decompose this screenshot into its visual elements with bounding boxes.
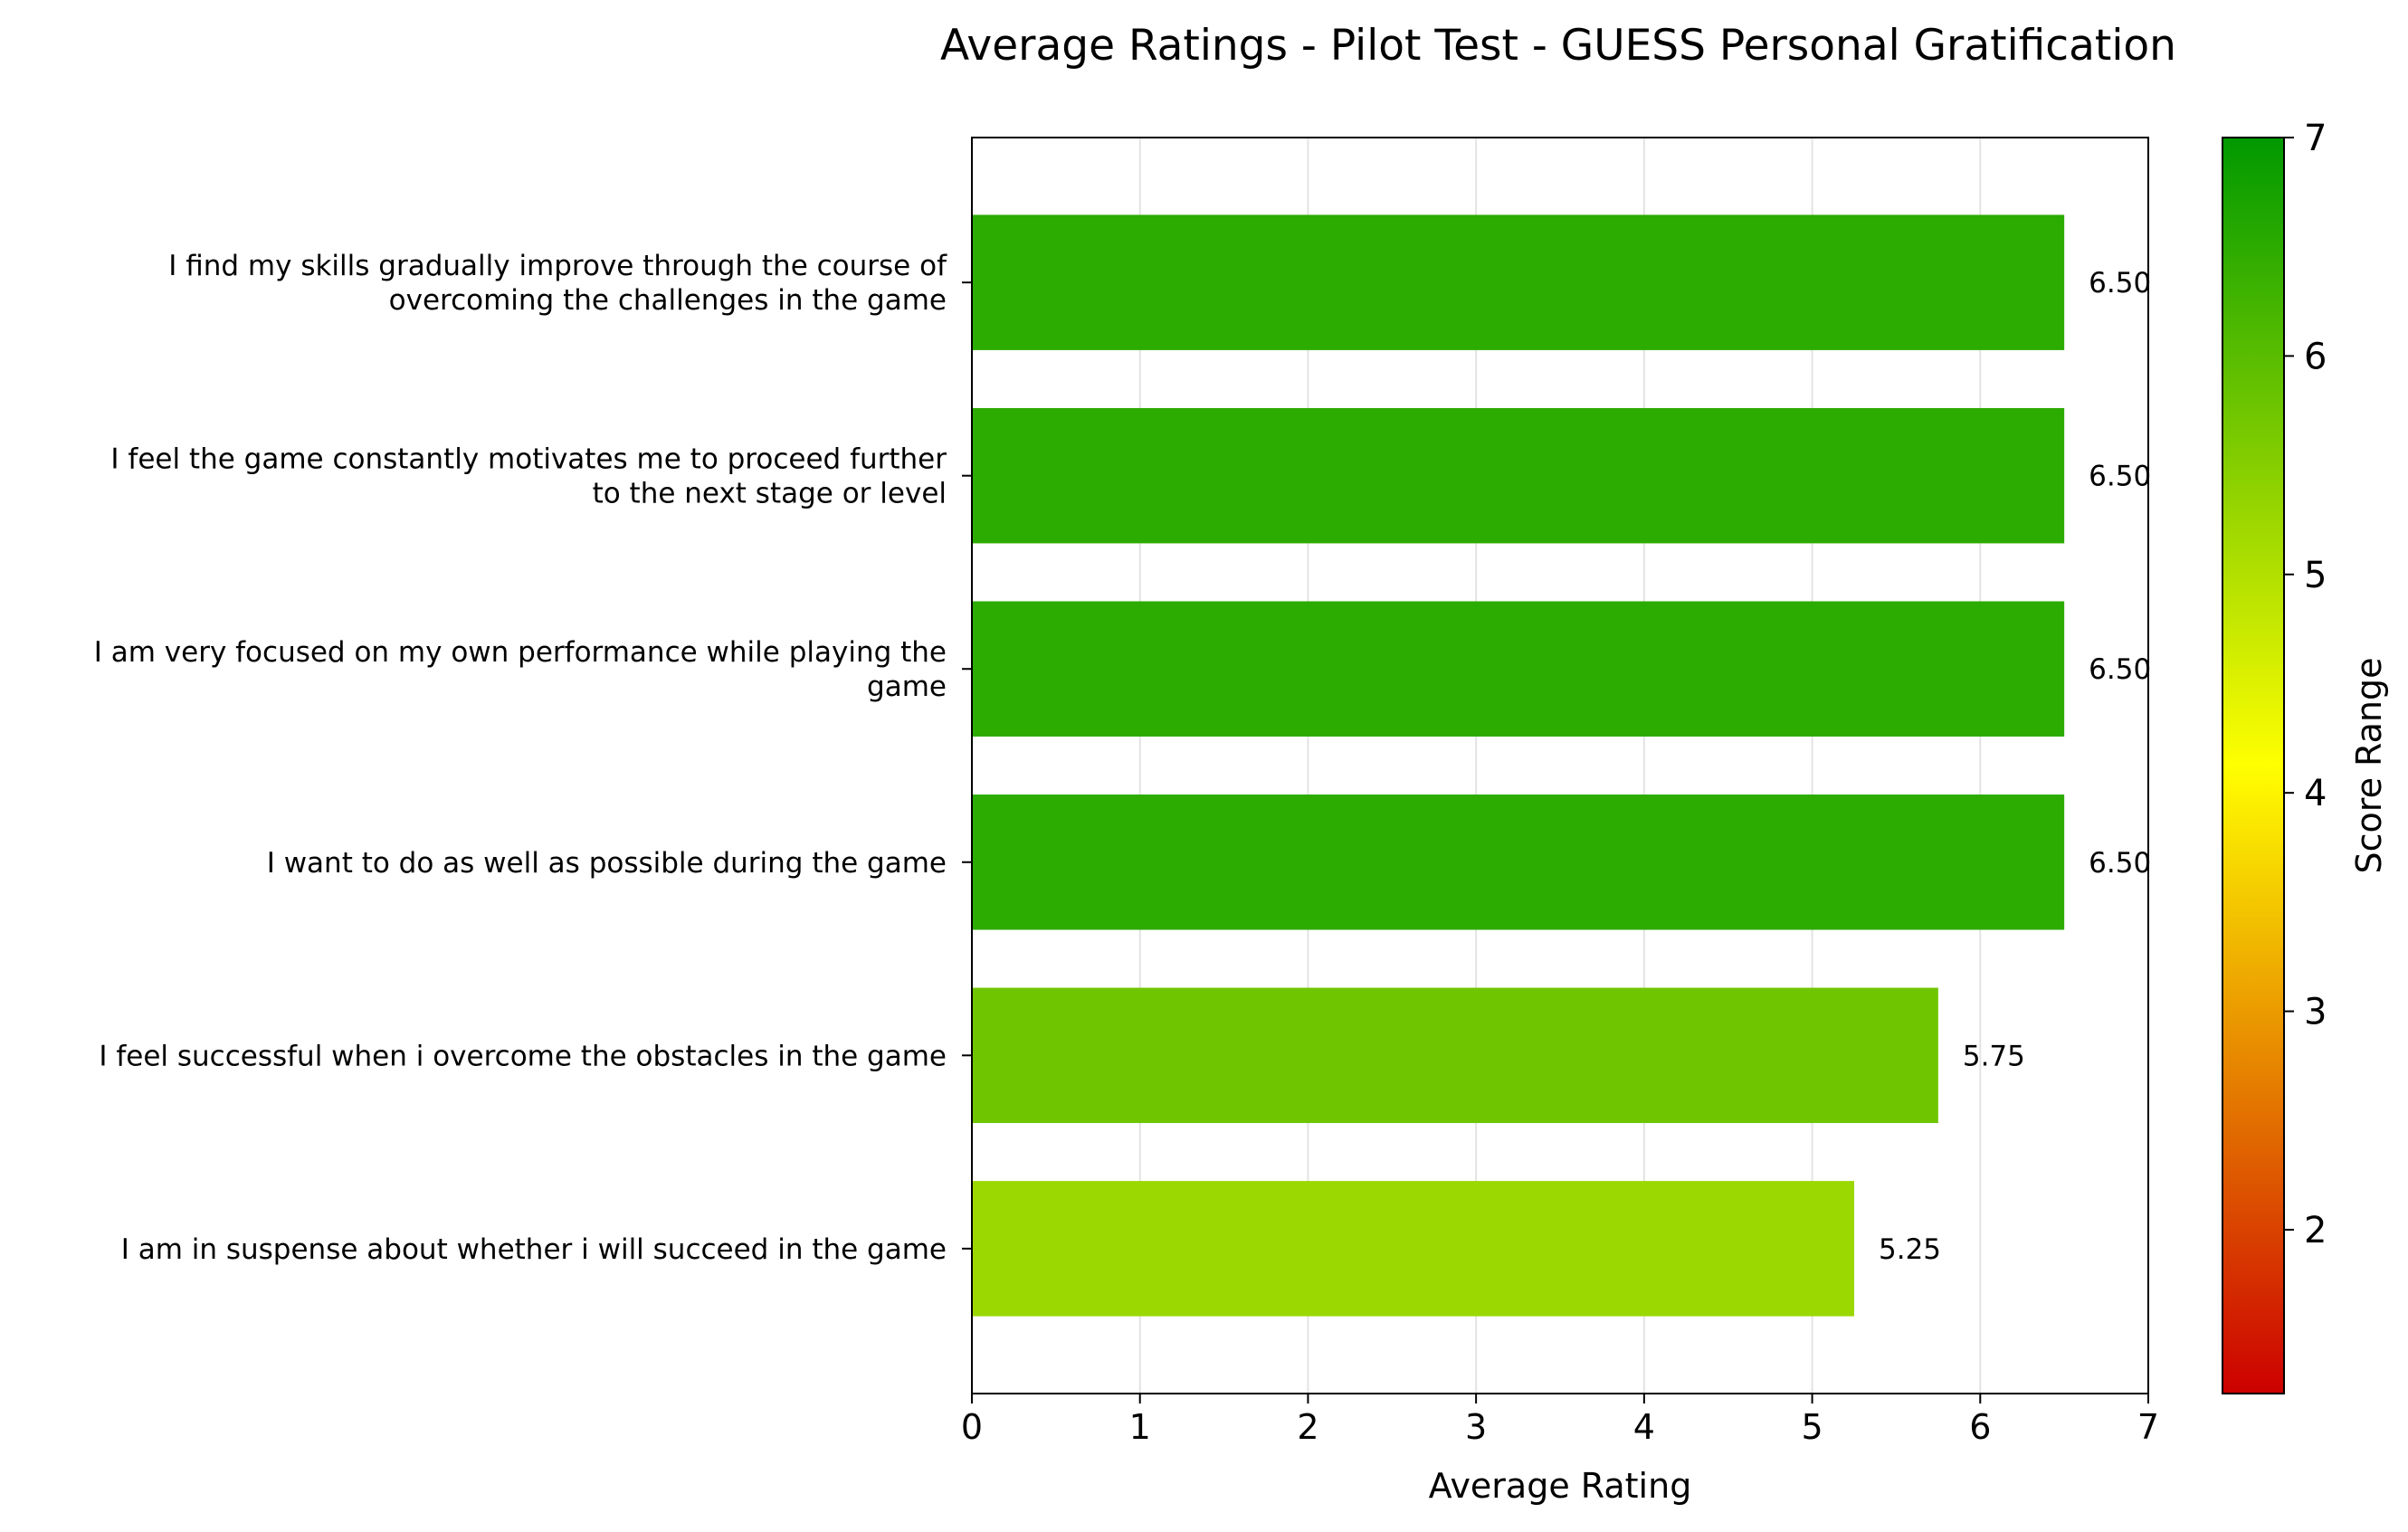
bar xyxy=(972,407,2065,544)
bar-value-label: 6.50 xyxy=(2089,653,2151,686)
category-label: I feel successful when i overcome the ob… xyxy=(99,1040,947,1072)
bar xyxy=(972,987,1938,1124)
bar-value-label: 6.50 xyxy=(2089,267,2151,300)
bar-value-label: 5.75 xyxy=(1963,1040,2025,1072)
y-axis: I find my skills gradually improve throu… xyxy=(94,250,972,1266)
bar-value-label: 6.50 xyxy=(2089,847,2151,880)
x-axis-label: Average Rating xyxy=(1429,1466,1692,1506)
colorbar-tick-label: 3 xyxy=(2304,992,2327,1033)
bar xyxy=(972,601,2065,737)
x-tick-label: 5 xyxy=(1801,1407,1823,1447)
chart-title: Average Ratings - Pilot Test - GUESS Per… xyxy=(940,21,2176,71)
x-tick-label: 3 xyxy=(1465,1407,1487,1447)
bars: 6.50 6.50 6.50 6.50 5.75 5.25 xyxy=(972,214,2151,1317)
colorbar-tick-label: 2 xyxy=(2304,1210,2327,1251)
bar xyxy=(972,1181,1854,1317)
x-axis: 0 1 2 3 4 5 6 7 xyxy=(961,1394,2159,1447)
x-tick-label: 0 xyxy=(961,1407,983,1447)
colorbar-tick-label: 6 xyxy=(2304,336,2327,377)
colorbar-tick-label: 7 xyxy=(2304,118,2327,159)
category-label: I am very focused on my own performance … xyxy=(94,636,947,703)
category-label: I want to do as well as possible during … xyxy=(267,847,947,880)
colorbar-tick-label: 5 xyxy=(2304,555,2327,596)
colorbar-label: Score Range xyxy=(2349,658,2389,874)
bar xyxy=(972,795,2065,930)
x-tick-label: 6 xyxy=(1969,1407,1991,1447)
plot-frame xyxy=(971,137,2149,1394)
x-tick-label: 2 xyxy=(1297,1407,1318,1447)
category-label: I feel the game constantly motivates me … xyxy=(110,443,947,510)
bar xyxy=(972,214,2065,350)
bar-value-label: 5.25 xyxy=(1879,1233,1941,1266)
colorbar-gradient xyxy=(2222,137,2285,1394)
x-tick-label: 4 xyxy=(1633,1407,1655,1447)
colorbar-tick-label: 4 xyxy=(2304,773,2327,814)
bar-value-label: 6.50 xyxy=(2089,461,2151,493)
category-label: I find my skills gradually improve throu… xyxy=(168,250,947,317)
x-tick-label: 7 xyxy=(2137,1407,2159,1447)
category-label: I am in suspense about whether i will su… xyxy=(121,1233,947,1266)
x-tick-label: 1 xyxy=(1129,1407,1151,1447)
colorbar: 2 3 4 5 6 7 xyxy=(2222,118,2327,1394)
